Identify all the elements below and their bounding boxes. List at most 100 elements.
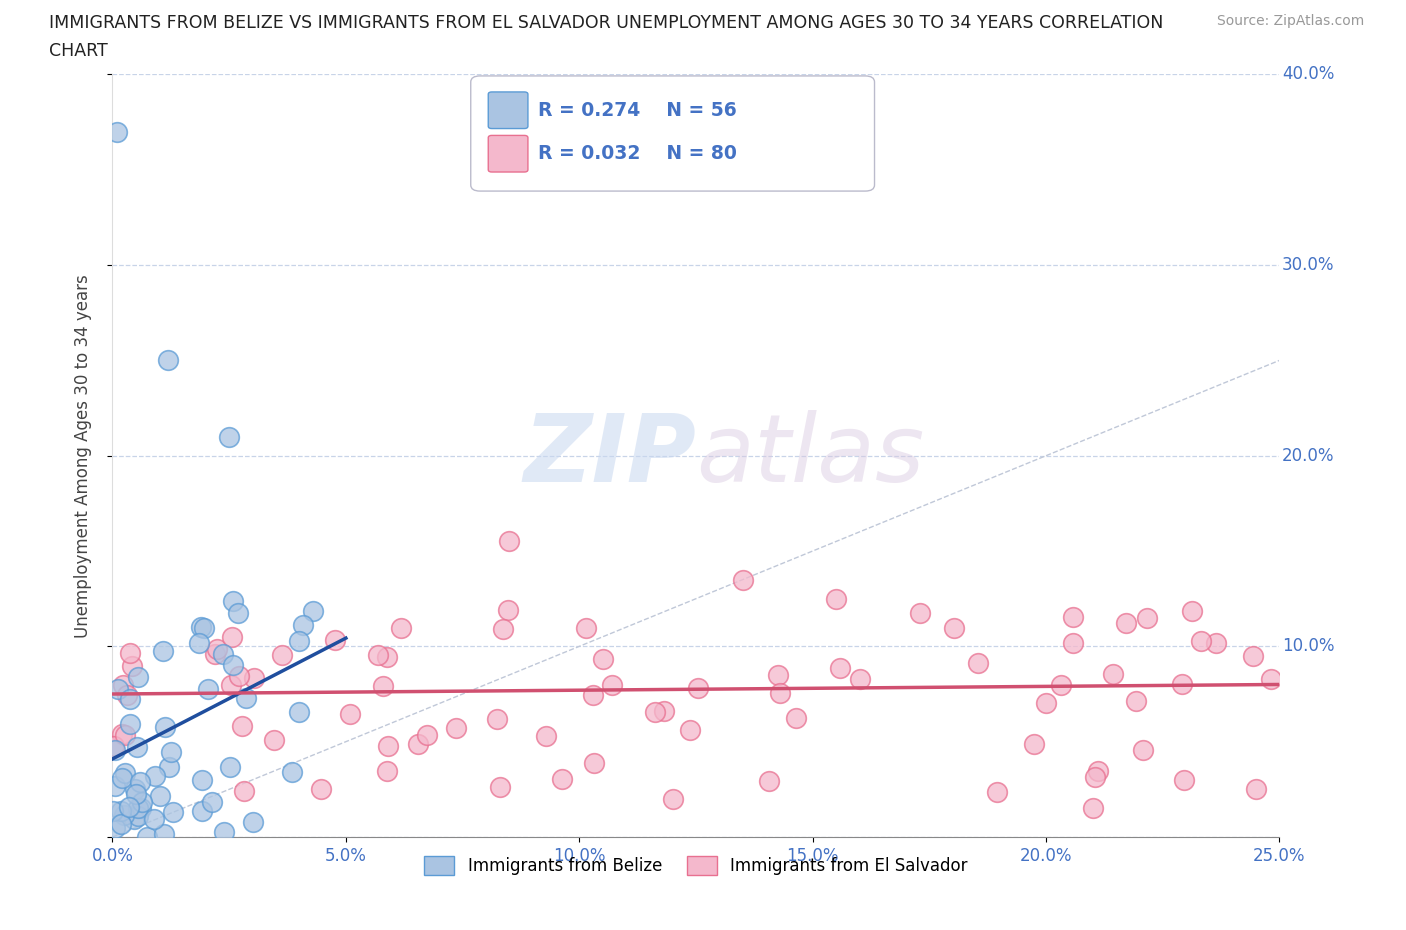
Point (159, 744, 181, 759)
Point (103, 804, 125, 819)
Point (104, 778, 127, 793)
Point (489, 779, 512, 794)
Point (191, 804, 214, 818)
Point (219, 678, 242, 693)
Point (292, 618, 315, 632)
Point (1022, 737, 1045, 751)
Point (221, 630, 243, 644)
Point (131, 794, 153, 809)
Point (377, 649, 399, 664)
Point (1181, 604, 1204, 618)
Point (1062, 635, 1084, 650)
Point (242, 814, 264, 829)
Point (486, 711, 509, 726)
Point (197, 682, 219, 697)
Point (582, 688, 605, 703)
Point (309, 781, 332, 796)
Point (271, 647, 294, 662)
Point (131, 801, 153, 816)
Point (375, 764, 398, 778)
Point (967, 656, 990, 671)
Point (149, 789, 172, 804)
Point (652, 703, 675, 718)
Text: ZIP: ZIP (523, 410, 696, 501)
Point (243, 671, 266, 685)
Point (1136, 611, 1159, 626)
Text: 40.0%: 40.0% (1282, 65, 1334, 84)
Point (115, 687, 138, 702)
Point (187, 635, 209, 650)
Point (127, 809, 149, 824)
Point (135, 830, 157, 844)
Point (301, 604, 323, 618)
FancyBboxPatch shape (488, 92, 527, 128)
Point (288, 633, 311, 648)
Point (120, 717, 142, 732)
Text: 30.0%: 30.0% (1282, 256, 1334, 274)
Point (157, 760, 180, 775)
Point (103, 738, 125, 753)
Point (1084, 769, 1107, 784)
Point (389, 620, 412, 635)
Point (825, 591, 848, 606)
Point (190, 619, 212, 634)
Text: CHART: CHART (49, 42, 108, 60)
Point (157, 352, 180, 367)
Point (575, 621, 598, 636)
Point (492, 621, 515, 636)
Point (124, 781, 146, 796)
Point (828, 661, 851, 676)
Point (104, 820, 127, 835)
Point (127, 670, 149, 684)
Text: Source: ZipAtlas.com: Source: ZipAtlas.com (1216, 14, 1364, 28)
Point (153, 720, 176, 735)
Point (125, 739, 148, 754)
Point (205, 642, 228, 657)
Point (367, 648, 389, 663)
Point (222, 593, 245, 608)
Point (600, 677, 623, 692)
Point (444, 721, 467, 736)
Point (219, 759, 242, 774)
Point (101, 738, 124, 753)
Text: 10.0%: 10.0% (1282, 637, 1334, 656)
Point (114, 765, 136, 780)
Text: R = 0.032    N = 80: R = 0.032 N = 80 (538, 144, 737, 163)
Point (550, 772, 572, 787)
Point (111, 727, 134, 742)
FancyBboxPatch shape (471, 76, 875, 191)
Point (118, 799, 141, 814)
Point (129, 775, 152, 790)
Point (1102, 666, 1125, 681)
Point (118, 691, 141, 706)
Point (1115, 616, 1137, 631)
Point (758, 774, 780, 789)
Point (1062, 609, 1084, 624)
Point (498, 534, 520, 549)
Point (162, 804, 184, 819)
Point (125, 787, 148, 802)
Point (785, 711, 807, 725)
Point (193, 620, 215, 635)
Point (679, 723, 702, 737)
Point (986, 785, 1008, 800)
Legend: Immigrants from Belize, Immigrants from El Salvador: Immigrants from Belize, Immigrants from … (418, 849, 974, 882)
Point (233, 784, 256, 799)
Point (592, 652, 614, 667)
Text: IMMIGRANTS FROM BELIZE VS IMMIGRANTS FROM EL SALVADOR UNEMPLOYMENT AMONG AGES 30: IMMIGRANTS FROM BELIZE VS IMMIGRANTS FRO… (49, 14, 1164, 32)
Point (371, 678, 394, 693)
FancyBboxPatch shape (488, 136, 527, 172)
Point (122, 812, 145, 827)
Point (1171, 676, 1194, 691)
Y-axis label: Unemployment Among Ages 30 to 34 years: Unemployment Among Ages 30 to 34 years (73, 273, 91, 638)
Point (661, 791, 683, 806)
Point (1241, 648, 1264, 663)
Point (1087, 764, 1109, 778)
Point (287, 704, 309, 719)
Point (534, 729, 557, 744)
Point (583, 755, 606, 770)
Point (152, 644, 174, 658)
Point (263, 733, 285, 748)
Point (104, 743, 127, 758)
Point (1173, 773, 1195, 788)
